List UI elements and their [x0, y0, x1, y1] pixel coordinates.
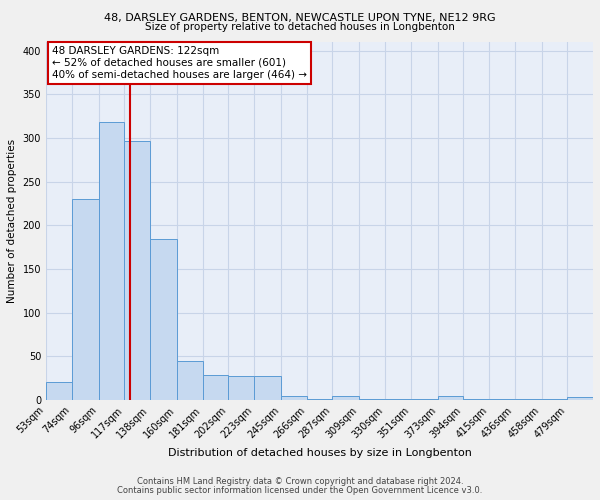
Bar — [307, 399, 332, 400]
Bar — [254, 376, 281, 400]
Bar — [229, 376, 254, 400]
Bar — [281, 396, 307, 400]
Text: Contains HM Land Registry data © Crown copyright and database right 2024.: Contains HM Land Registry data © Crown c… — [137, 477, 463, 486]
X-axis label: Distribution of detached houses by size in Longbenton: Distribution of detached houses by size … — [167, 448, 472, 458]
Bar — [410, 399, 437, 400]
Bar — [463, 399, 489, 400]
Bar — [385, 399, 410, 400]
Text: 48 DARSLEY GARDENS: 122sqm
← 52% of detached houses are smaller (601)
40% of sem: 48 DARSLEY GARDENS: 122sqm ← 52% of deta… — [52, 46, 307, 80]
Bar — [203, 376, 229, 400]
Y-axis label: Number of detached properties: Number of detached properties — [7, 139, 17, 303]
Bar — [150, 240, 177, 400]
Bar — [515, 399, 542, 400]
Bar — [124, 140, 150, 400]
Bar — [71, 199, 98, 400]
Bar — [542, 399, 568, 400]
Bar — [98, 122, 124, 400]
Bar — [568, 398, 593, 400]
Bar — [359, 399, 385, 400]
Text: Contains public sector information licensed under the Open Government Licence v3: Contains public sector information licen… — [118, 486, 482, 495]
Bar — [332, 396, 359, 400]
Text: Size of property relative to detached houses in Longbenton: Size of property relative to detached ho… — [145, 22, 455, 32]
Text: 48, DARSLEY GARDENS, BENTON, NEWCASTLE UPON TYNE, NE12 9RG: 48, DARSLEY GARDENS, BENTON, NEWCASTLE U… — [104, 12, 496, 22]
Bar — [177, 360, 203, 400]
Bar — [46, 382, 71, 400]
Bar — [437, 396, 463, 400]
Bar — [489, 399, 515, 400]
